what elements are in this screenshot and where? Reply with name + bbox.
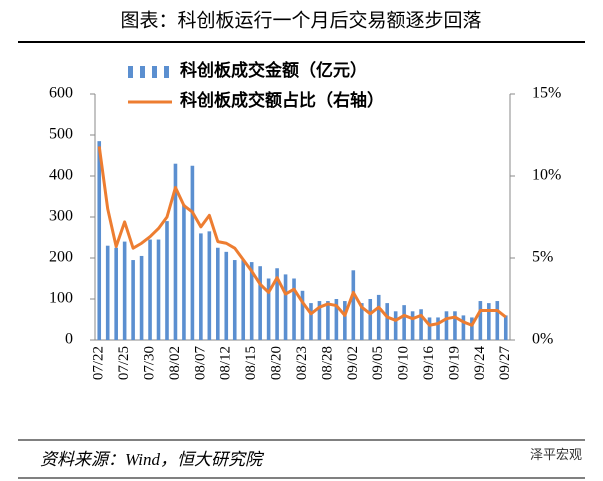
bar [97,141,102,340]
x-tick-label: 08/15 [243,346,259,380]
bar [105,245,110,340]
legend-swatch [128,66,133,78]
bar [148,239,152,340]
legend-swatch [140,66,145,78]
legend-label: 科创板成交金额（亿元） [180,60,367,80]
bar [427,317,432,340]
bar [131,260,135,340]
line [97,146,507,327]
bar [300,290,305,340]
source: 资料来源：Wind，恒大研究院 [40,450,265,469]
legend-swatch [164,66,169,78]
x-tick-label: 07/25 [116,346,132,380]
bar [343,301,347,340]
bar [249,262,254,340]
bar [495,301,500,340]
bar [190,165,195,340]
y2-tick-label: 10% [532,167,561,184]
bar [376,294,381,340]
x-tick-label: 08/12 [218,346,234,380]
bar [359,303,364,340]
x-tick-label: 09/10 [396,346,412,380]
bar [199,233,203,340]
bar [461,315,466,340]
x-tick-label: 07/30 [141,346,157,380]
x-tick-label: 09/24 [472,346,488,381]
y-tick-label: 600 [49,85,73,102]
bar [122,241,127,340]
bar [258,266,262,340]
bar [173,163,178,340]
bar [207,231,212,340]
bar [487,303,491,340]
bar [139,255,144,340]
x-tick-label: 09/27 [497,346,513,381]
y-tick-label: 100 [49,290,73,307]
bar [165,221,169,340]
bar [393,311,398,340]
bar [114,247,118,340]
bar [419,309,423,340]
y-tick-label: 400 [49,167,73,184]
bar [444,311,449,340]
y-tick-label: 200 [49,249,73,266]
bar [292,278,296,340]
y-tick-label: 500 [49,126,73,143]
watermark: 泽平宏观 [530,447,582,462]
x-tick-label: 08/07 [192,346,208,381]
bar [334,299,339,340]
y-tick-label: 300 [49,208,73,225]
x-tick-label: 09/16 [421,346,437,381]
bar [410,311,415,340]
bar [241,260,246,340]
bar [368,299,373,340]
bar [351,270,356,340]
bar [266,278,271,340]
bar [436,317,440,340]
x-tick-label: 09/02 [345,346,361,380]
legend-label: 科创板成交额占比（右轴） [180,90,384,110]
y2-tick-label: 0% [532,331,553,348]
y-tick-label: 0 [65,331,73,348]
x-tick-label: 09/19 [446,346,462,380]
bar [232,260,237,340]
bar [385,303,389,340]
y2-tick-label: 15% [532,85,561,102]
bar [326,301,330,340]
bar [470,317,474,340]
bar [156,239,161,340]
x-tick-label: 07/22 [91,346,107,380]
legend-swatch [152,66,157,78]
y2-tick-label: 5% [532,249,553,266]
x-tick-label: 09/05 [370,346,386,380]
x-tick-label: 08/28 [319,346,335,380]
x-tick-label: 08/02 [167,346,183,380]
x-tick-label: 08/20 [269,346,285,380]
bar [224,251,229,340]
bar [453,311,457,340]
bar [402,305,406,340]
bar [216,247,220,340]
bar [478,301,483,340]
bar [317,301,322,340]
bar [283,274,288,340]
bar [309,303,313,340]
x-tick-label: 08/23 [294,346,310,380]
bar [503,315,508,340]
bar [275,268,279,340]
bar [182,204,186,340]
chart-title: 图表：科创板运行一个月后交易额逐步回落 [120,9,481,31]
